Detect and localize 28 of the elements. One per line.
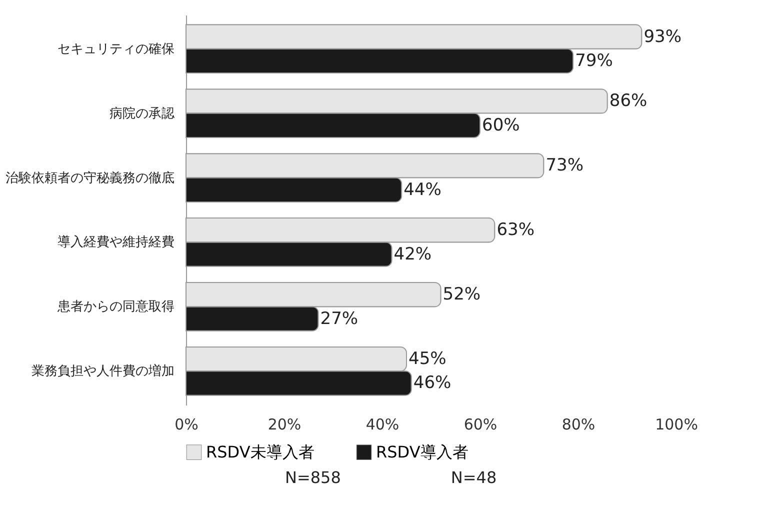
y-tick-label: 業務負担や人件費の増加 xyxy=(32,363,174,380)
data-label: 60% xyxy=(482,115,520,136)
x-tick-label: 80% xyxy=(562,416,596,434)
data-label: 63% xyxy=(496,220,534,240)
legend-label: RSDV未導入者 xyxy=(206,442,314,462)
y-tick-label: 患者からの同意取得 xyxy=(56,300,174,315)
x-tick-label: 20% xyxy=(268,416,302,434)
data-label: 93% xyxy=(644,26,682,47)
x-tick-label: 60% xyxy=(464,416,498,434)
y-tick-label: 病院の承認 xyxy=(110,106,174,122)
x-tick-label: 40% xyxy=(366,416,400,434)
text: N=858 xyxy=(285,468,341,487)
data-label: 27% xyxy=(320,308,358,329)
data-label: 86% xyxy=(609,91,648,112)
x-tick-label: 0% xyxy=(174,416,198,434)
data-label: 52% xyxy=(442,284,481,305)
data-label: 42% xyxy=(394,244,432,264)
x-tick-label: 100% xyxy=(655,416,698,434)
legend-label: RSDV導入者 xyxy=(376,442,468,462)
y-tick-label: 導入経費や維持経費 xyxy=(58,235,174,250)
data-label: 44% xyxy=(404,180,442,200)
y-tick-label: 治験依頼者の守秘義務の徹底 xyxy=(6,170,174,186)
data-label: 79% xyxy=(575,50,613,71)
data-label: 46% xyxy=(413,373,452,394)
text: N=48 xyxy=(450,468,497,487)
data-label: 45% xyxy=(408,349,446,370)
data-label: 73% xyxy=(546,156,584,176)
y-tick-label: セキュリティの確保 xyxy=(58,42,174,57)
